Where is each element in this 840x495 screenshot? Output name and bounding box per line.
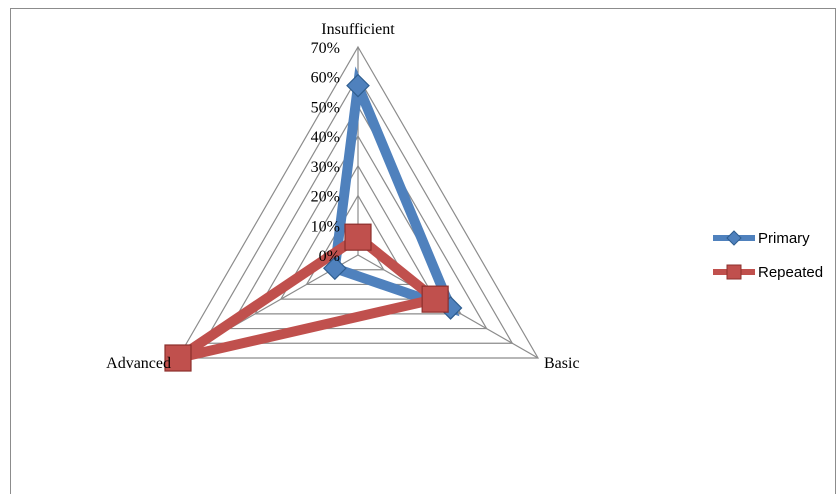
tick-label-3: 30% — [311, 159, 340, 176]
radar-series — [164, 66, 463, 372]
axis-label-advanced: Advanced — [106, 355, 171, 372]
legend-marker-repeated — [726, 264, 742, 280]
radial-tick-labels: 0% 10% 20% 30% 40% 50% 60% 70% — [311, 40, 340, 265]
legend: Primary Repeated — [713, 230, 823, 281]
marker-repeated-advanced — [164, 344, 192, 372]
tick-label-6: 60% — [311, 70, 340, 87]
tick-label-2: 20% — [311, 189, 340, 206]
grid-ring-5 — [228, 105, 488, 330]
marker-primary-advanced — [323, 256, 347, 281]
legend-label-primary: Primary — [758, 230, 810, 247]
legend-marker-primary — [726, 230, 742, 246]
legend-label-repeated: Repeated — [758, 264, 823, 281]
legend-item-primary: Primary — [713, 230, 810, 247]
grid-ring-6 — [202, 75, 514, 344]
grid-ring-2 — [305, 194, 411, 286]
axis-label-basic: Basic — [544, 355, 580, 372]
grid-ring-7 — [176, 45, 540, 359]
legend-item-repeated: Repeated — [713, 264, 823, 281]
marker-repeated-basic — [421, 285, 449, 313]
marker-primary-insufficient — [346, 73, 370, 98]
tick-label-7: 70% — [311, 40, 340, 57]
tick-label-0: 0% — [319, 248, 340, 265]
tick-label-5: 50% — [311, 99, 340, 116]
axis-label-insufficient: Insufficient — [321, 21, 395, 38]
marker-repeated-insufficient — [344, 223, 372, 251]
tick-label-4: 40% — [311, 129, 340, 146]
tick-label-1: 10% — [311, 218, 340, 235]
grid-ring-3 — [279, 164, 437, 300]
series-line-primary — [329, 66, 460, 317]
series-line-repeated — [175, 230, 447, 363]
